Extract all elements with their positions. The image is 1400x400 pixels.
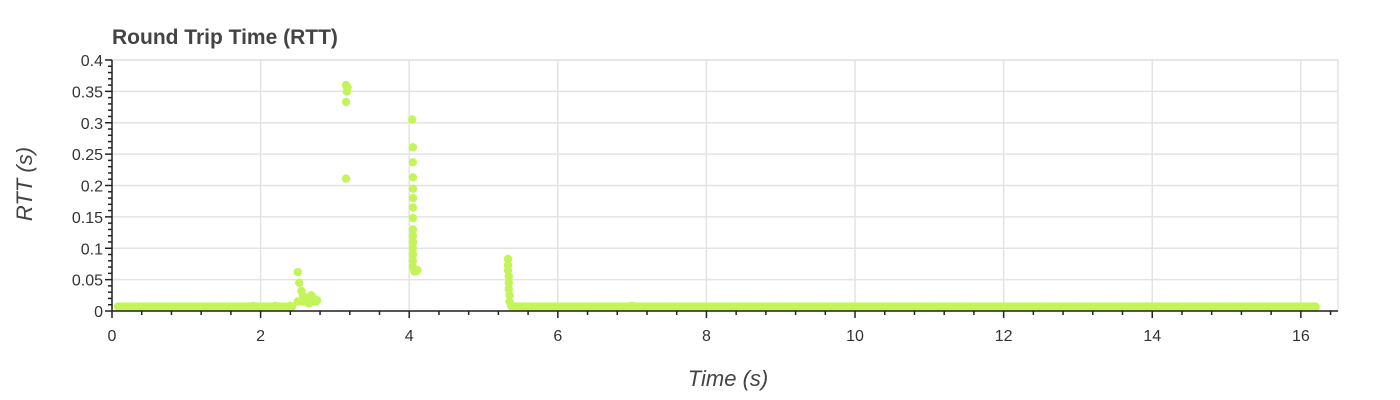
y-tick-label: 0.2	[81, 179, 103, 196]
data-points	[113, 80, 1320, 312]
data-point	[341, 97, 351, 107]
data-point	[408, 213, 418, 223]
data-point	[342, 87, 351, 96]
x-tick-label: 2	[256, 328, 265, 345]
y-tick-label: 0.05	[72, 273, 103, 290]
data-point	[504, 278, 513, 287]
data-point	[505, 291, 514, 300]
data-point	[408, 184, 418, 193]
data-point	[287, 302, 297, 311]
x-tick-label: 16	[1292, 328, 1310, 345]
data-point	[413, 266, 422, 275]
x-tick-label: 6	[553, 328, 562, 345]
data-point	[408, 225, 418, 234]
data-point	[295, 278, 304, 287]
y-tick-label: 0.35	[72, 84, 103, 101]
data-point	[408, 256, 418, 265]
y-tick-label: 0.4	[81, 53, 103, 70]
data-point	[408, 173, 418, 182]
y-tick-label: 0.1	[81, 241, 103, 258]
data-point	[341, 174, 351, 183]
x-tick-label: 10	[846, 328, 864, 345]
data-point	[407, 115, 417, 124]
data-point	[408, 244, 418, 253]
data-point	[503, 254, 513, 264]
axes	[105, 59, 1338, 318]
data-point	[408, 143, 418, 152]
y-tick-label: 0.25	[72, 147, 103, 164]
data-point	[408, 158, 418, 167]
data-point	[504, 272, 513, 281]
x-axis-label: Time (s)	[688, 366, 768, 391]
chart-title: Round Trip Time (RTT)	[112, 26, 338, 49]
x-tick-label: 14	[1143, 328, 1161, 345]
data-point	[408, 203, 418, 212]
y-tick-label: 0.3	[81, 116, 103, 133]
data-point	[293, 267, 302, 277]
y-tick-label: 0	[94, 304, 103, 321]
y-tick-label: 0.15	[72, 210, 103, 227]
x-tick-label: 8	[702, 328, 711, 345]
data-point	[408, 250, 418, 259]
x-tick-label: 12	[995, 328, 1013, 345]
data-point	[408, 231, 418, 240]
data-point	[408, 237, 418, 247]
data-point	[408, 193, 418, 203]
data-point	[504, 284, 513, 294]
data-point	[1311, 302, 1320, 311]
grid	[111, 59, 1339, 312]
data-point	[503, 266, 513, 275]
x-tick-label: 4	[405, 328, 414, 345]
y-axis-label: RTT (s)	[12, 147, 37, 221]
data-point	[311, 297, 321, 306]
x-tick-label: 0	[108, 328, 117, 345]
tick-labels: 0 2 4 6 8 10 12 14 16 0 0.05 0.1 0.15 0.2 0.25 0.3 0.35 0…	[72, 53, 1310, 345]
